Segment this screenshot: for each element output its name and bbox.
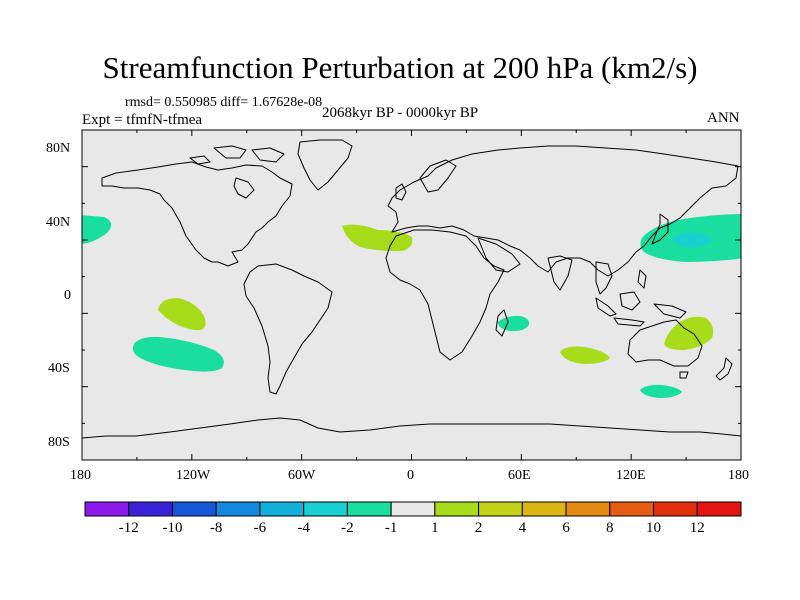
anomaly-southeast-pacific <box>132 336 224 372</box>
coast-sumatra <box>595 297 617 317</box>
y-tick-label: 40N <box>46 215 71 230</box>
coast-scandinavia <box>419 159 457 193</box>
anomaly-east-pacific-north <box>82 215 112 244</box>
coast-arctic-islands <box>189 145 285 165</box>
anomaly-northwest-pacific-core <box>672 232 712 248</box>
x-tick-label: 0 <box>407 468 414 483</box>
axis-ticks <box>81 129 742 461</box>
x-tick-label: 120E <box>616 468 646 483</box>
anomaly-central-south-pacific <box>158 298 206 331</box>
y-tick-label: 80S <box>48 435 70 450</box>
coast-indochina <box>595 261 613 295</box>
colorbar-box <box>215 501 261 517</box>
colorbar-box <box>609 501 655 517</box>
coast-madagascar <box>495 309 509 337</box>
coast-new-guinea <box>653 303 687 319</box>
colorbar-box <box>390 501 436 517</box>
anomaly-south-indian <box>560 346 610 364</box>
coast-africa <box>385 229 505 361</box>
colorbar-label: -6 <box>253 520 267 536</box>
coast-philippines <box>637 269 647 289</box>
season-label: ANN <box>707 110 740 126</box>
anomaly-southwest-pacific <box>640 384 682 398</box>
colorbar-label: -12 <box>118 520 139 536</box>
colorbar-box <box>84 501 130 517</box>
coast-java <box>613 317 645 327</box>
coast-south-america <box>243 263 333 395</box>
anomaly-layer <box>82 214 741 398</box>
y-tick-label: 0 <box>64 288 71 303</box>
coast-new-zealand <box>715 357 733 381</box>
colorbar-label: 12 <box>689 520 705 536</box>
colorbar-label: -2 <box>341 520 354 536</box>
stats-text: rmsd= 0.550985 diff= 1.67628e-08 <box>125 95 323 110</box>
period-label: 2068kyr BP - 0000kyr BP <box>322 105 479 121</box>
colorbar-label: 1 <box>431 520 439 536</box>
coast-borneo <box>619 291 641 311</box>
colorbar-label: -8 <box>209 520 223 536</box>
colorbar-label: 10 <box>646 520 662 536</box>
coast-eurasia <box>387 145 739 277</box>
colorbar-box <box>653 501 698 517</box>
colorbar <box>84 501 742 517</box>
colorbar-box <box>521 501 567 517</box>
coast-north-america <box>101 161 293 267</box>
chart-title: Streamfunction Perturbation at 200 hPa (… <box>102 50 698 85</box>
colorbar-label: 8 <box>606 520 614 536</box>
y-tick-label: 40S <box>48 361 70 376</box>
map-background <box>82 130 741 460</box>
coast-hudson-bay <box>233 177 255 199</box>
anomaly-australia-east <box>664 316 714 350</box>
colorbar-box <box>696 501 742 517</box>
x-tick-label: 60W <box>288 468 316 483</box>
coast-japan <box>651 213 669 245</box>
colorbar-label: -10 <box>162 520 183 536</box>
colorbar-box <box>171 501 217 517</box>
colorbar-box <box>565 501 611 517</box>
colorbar-label: -4 <box>297 520 310 536</box>
colorbar-box <box>259 501 305 517</box>
colorbar-box <box>128 501 173 517</box>
colorbar-box <box>478 501 523 517</box>
y-tick-label: 80N <box>46 141 71 156</box>
coast-australia <box>627 319 703 367</box>
colorbar-label: 2 <box>474 520 483 536</box>
colorbar-box <box>346 501 392 517</box>
coast-britain <box>395 183 407 201</box>
colorbar-box <box>434 501 480 517</box>
colorbar-box <box>303 501 348 517</box>
x-tick-label: 120W <box>176 468 211 483</box>
colorbar-label: -1 <box>384 520 398 536</box>
coast-arabia <box>477 237 521 273</box>
colorbar-label: 6 <box>562 520 570 536</box>
colorbar-label: 4 <box>518 520 527 536</box>
coastlines <box>82 139 741 439</box>
experiment-label: Expt = tfmfN-tfmea <box>82 112 203 128</box>
coast-india <box>547 255 573 291</box>
coast-greenland <box>297 139 353 191</box>
coast-antarctica <box>82 417 741 439</box>
x-tick-label: 180 <box>70 468 91 483</box>
coast-tasmania <box>679 371 689 379</box>
x-tick-label: 60E <box>508 468 531 483</box>
x-tick-label: 180 <box>728 468 749 483</box>
